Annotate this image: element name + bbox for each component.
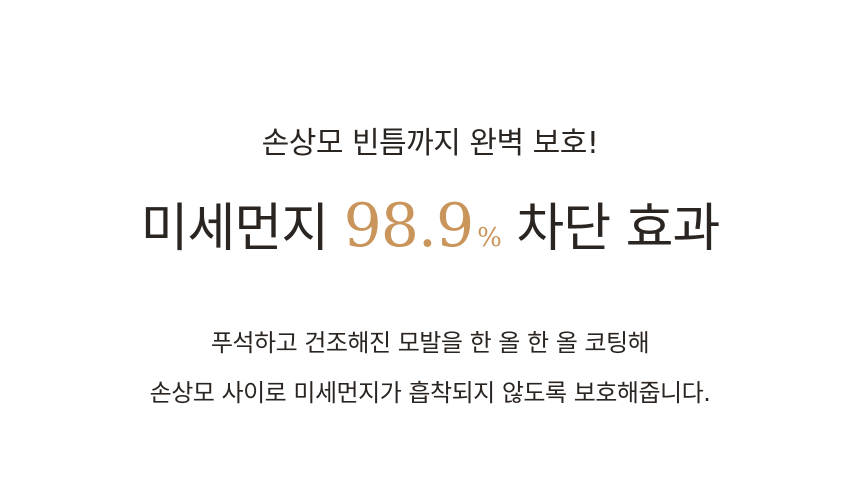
description-line-2: 손상모 사이로 미세먼지가 흡착되지 않도록 보호해줍니다. — [149, 379, 711, 407]
headline: 미세먼지 98.9% 차단 효과 — [0, 190, 860, 274]
headline-number: 98.9 — [343, 191, 475, 261]
description: 푸석하고 건조해진 모발을 한 올 한 올 코팅해 손상모 사이로 미세먼지가 … — [0, 318, 860, 418]
headline-prefix: 미세먼지 — [140, 199, 329, 259]
description-line-1: 푸석하고 건조해진 모발을 한 올 한 올 코팅해 — [210, 329, 650, 357]
subtitle: 손상모 빈틈까지 완벽 보호! — [261, 126, 599, 161]
headline-percent: % — [477, 223, 502, 253]
headline-suffix: 차단 효과 — [516, 199, 720, 259]
